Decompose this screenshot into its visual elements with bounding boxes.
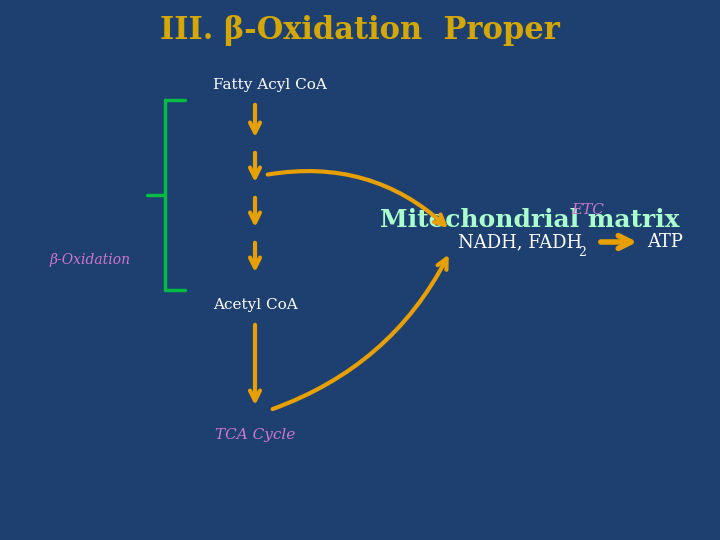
Text: Fatty Acyl CoA: Fatty Acyl CoA <box>213 78 327 92</box>
Text: Mitochondrial matrix: Mitochondrial matrix <box>380 208 680 232</box>
Text: 2: 2 <box>578 246 586 260</box>
Text: TCA Cycle: TCA Cycle <box>215 428 295 442</box>
Text: ETC: ETC <box>572 203 604 217</box>
Text: NADH, FADH: NADH, FADH <box>458 233 582 251</box>
Text: β-Oxidation: β-Oxidation <box>50 253 130 267</box>
Text: ATP: ATP <box>647 233 683 251</box>
Text: III. β-Oxidation  Proper: III. β-Oxidation Proper <box>160 15 560 45</box>
Text: Acetyl CoA: Acetyl CoA <box>212 298 297 312</box>
